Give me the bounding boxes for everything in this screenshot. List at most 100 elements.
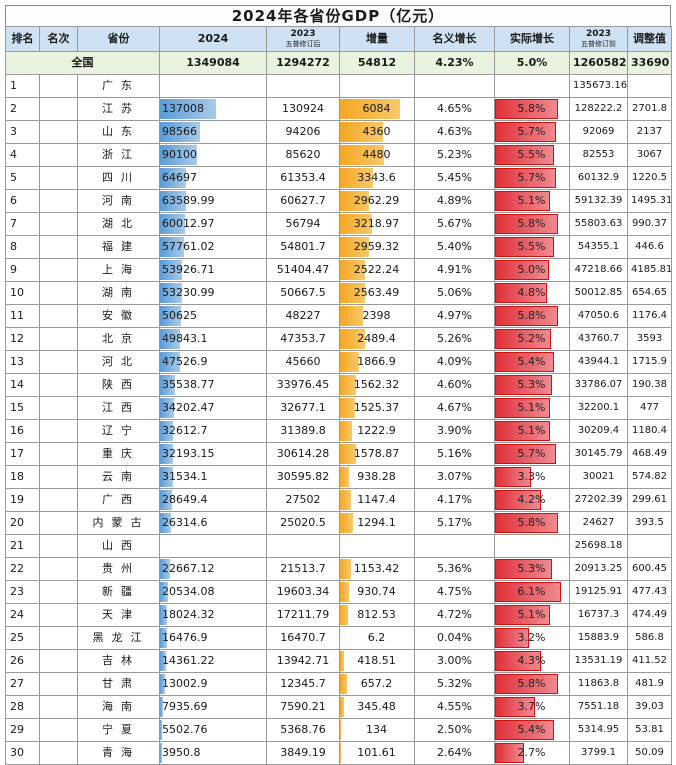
rank-value: 3 <box>10 125 17 138</box>
gdp2023-cell: 50667.5 <box>266 281 340 305</box>
real-cell: 5.7% <box>494 442 570 466</box>
rank-cell: 16 <box>5 419 40 443</box>
adjust-cell: 574.82 <box>627 465 672 489</box>
gdp2023-cell: 33976.45 <box>266 373 340 397</box>
rank-value: 26 <box>10 654 24 667</box>
adjust-cell: 654.65 <box>627 281 672 305</box>
rank-value: 25 <box>10 631 24 644</box>
increase-value: 657.2 <box>360 677 393 690</box>
real-cell: 5.1% <box>494 603 570 627</box>
province-cell: 湖南 <box>77 281 160 305</box>
increase-cell: 6084 <box>339 97 415 121</box>
nominal-cell: 4.63% <box>414 120 495 144</box>
table-row: 29 宁夏 5502.76 5368.76 134 2.50% 5.4% 5314.95 53.… <box>5 718 672 742</box>
real-value: 5.8% <box>517 309 546 322</box>
place-cell <box>39 166 78 190</box>
increase-value: 1578.87 <box>353 447 400 460</box>
real-bar <box>495 582 561 602</box>
place-cell <box>39 695 78 719</box>
header-province: 省份 <box>77 26 160 52</box>
gdp2024-bar <box>160 628 167 648</box>
rank-cell: 18 <box>5 465 40 489</box>
gdp2024-bar <box>160 398 174 418</box>
increase-cell: 812.53 <box>339 603 415 627</box>
real-cell: 3.2% <box>494 626 570 650</box>
place-cell <box>39 534 78 558</box>
header-gdp2023-revised: 2023 五普修订后 <box>266 26 340 52</box>
gdp2024-bar <box>160 490 172 510</box>
table-row: 2 江苏 137008 130924 6084 4.65% 5.8% 128222.2 2701… <box>5 97 672 121</box>
rank-value: 9 <box>10 263 17 276</box>
real-bar <box>495 605 550 625</box>
gdp2024-bar <box>160 145 197 165</box>
rank-value: 13 <box>10 355 24 368</box>
table-row: 25 黑龙江 16476.9 16470.7 6.2 0.04% 3.2% 15883.9 58… <box>5 626 672 650</box>
gdp2024-bar <box>160 191 186 211</box>
nominal-cell: 5.45% <box>414 166 495 190</box>
gdp2024-value: 98566 <box>162 125 197 138</box>
real-value: 3.3% <box>517 470 546 483</box>
rank-value: 2 <box>10 102 17 115</box>
table-row: 3 山东 98566 94206 4360 4.63% 5.7% 92069 2137 <box>5 120 672 144</box>
page: 2024年各省份GDP（亿元） 排名 名次 省份 2024 2023 五普修订后 <box>5 5 672 765</box>
increase-bar <box>340 260 365 280</box>
increase-cell: 134 <box>339 718 415 742</box>
gdp2024-bar <box>160 352 180 372</box>
header-prev-sub: 五普修订前 <box>581 40 616 48</box>
gdp2024-value: 13002.9 <box>162 677 208 690</box>
prev-cell: 55803.63 <box>569 212 628 236</box>
gdp2024-value: 26314.6 <box>162 516 208 529</box>
gdp2024-bar <box>160 582 168 602</box>
real-cell: 5.7% <box>494 120 570 144</box>
prev-cell: 82553 <box>569 143 628 167</box>
rank-cell: 26 <box>5 649 40 673</box>
real-bar <box>495 99 558 119</box>
gdp2024-cell: 53230.99 <box>159 281 267 305</box>
prev-cell: 47050.6 <box>569 304 628 328</box>
real-bar <box>495 651 541 671</box>
adjust-cell: 3067 <box>627 143 672 167</box>
rank-cell: 20 <box>5 511 40 535</box>
rank-value: 6 <box>10 194 17 207</box>
table-row: 24 天津 18024.32 17211.79 812.53 4.72% 5.1% 16737… <box>5 603 672 627</box>
gdp2023-cell: 19603.34 <box>266 580 340 604</box>
prev-cell: 20913.25 <box>569 557 628 581</box>
place-cell <box>39 603 78 627</box>
rank-value: 4 <box>10 148 17 161</box>
rank-cell: 17 <box>5 442 40 466</box>
place-cell <box>39 465 78 489</box>
real-bar <box>495 467 531 487</box>
nominal-cell: 4.60% <box>414 373 495 397</box>
rank-cell: 8 <box>5 235 40 259</box>
real-value: 5.7% <box>517 125 546 138</box>
prev-cell: 30021 <box>569 465 628 489</box>
real-value: 4.2% <box>517 493 546 506</box>
adjust-cell: 1176.4 <box>627 304 672 328</box>
gdp2024-bar <box>160 306 181 326</box>
rank-value: 11 <box>10 309 24 322</box>
increase-cell: 2489.4 <box>339 327 415 351</box>
real-value: 5.5% <box>517 240 546 253</box>
table-row: 8 福建 57761.02 54801.7 2959.32 5.40% 5.5% 54355.… <box>5 235 672 259</box>
gdp2023-cell: 54801.7 <box>266 235 340 259</box>
province-cell: 新疆 <box>77 580 160 604</box>
gdp2024-cell <box>159 534 267 558</box>
real-cell: 5.8% <box>494 511 570 535</box>
rank-cell: 25 <box>5 626 40 650</box>
prev-cell: 30145.79 <box>569 442 628 466</box>
prev-cell: 3799.1 <box>569 741 628 765</box>
gdp2024-cell: 49843.1 <box>159 327 267 351</box>
rank-value: 15 <box>10 401 24 414</box>
real-bar <box>495 168 556 188</box>
increase-bar <box>340 352 359 372</box>
adjust-cell: 393.5 <box>627 511 672 535</box>
increase-value: 1525.37 <box>353 401 400 414</box>
increase-bar <box>340 237 369 257</box>
adjust-cell: 1495.31 <box>627 189 672 213</box>
real-cell: 4.2% <box>494 488 570 512</box>
place-cell <box>39 143 78 167</box>
rank-cell: 21 <box>5 534 40 558</box>
gdp2024-cell: 32193.15 <box>159 442 267 466</box>
gdp2024-bar <box>160 260 182 280</box>
increase-cell: 418.51 <box>339 649 415 673</box>
